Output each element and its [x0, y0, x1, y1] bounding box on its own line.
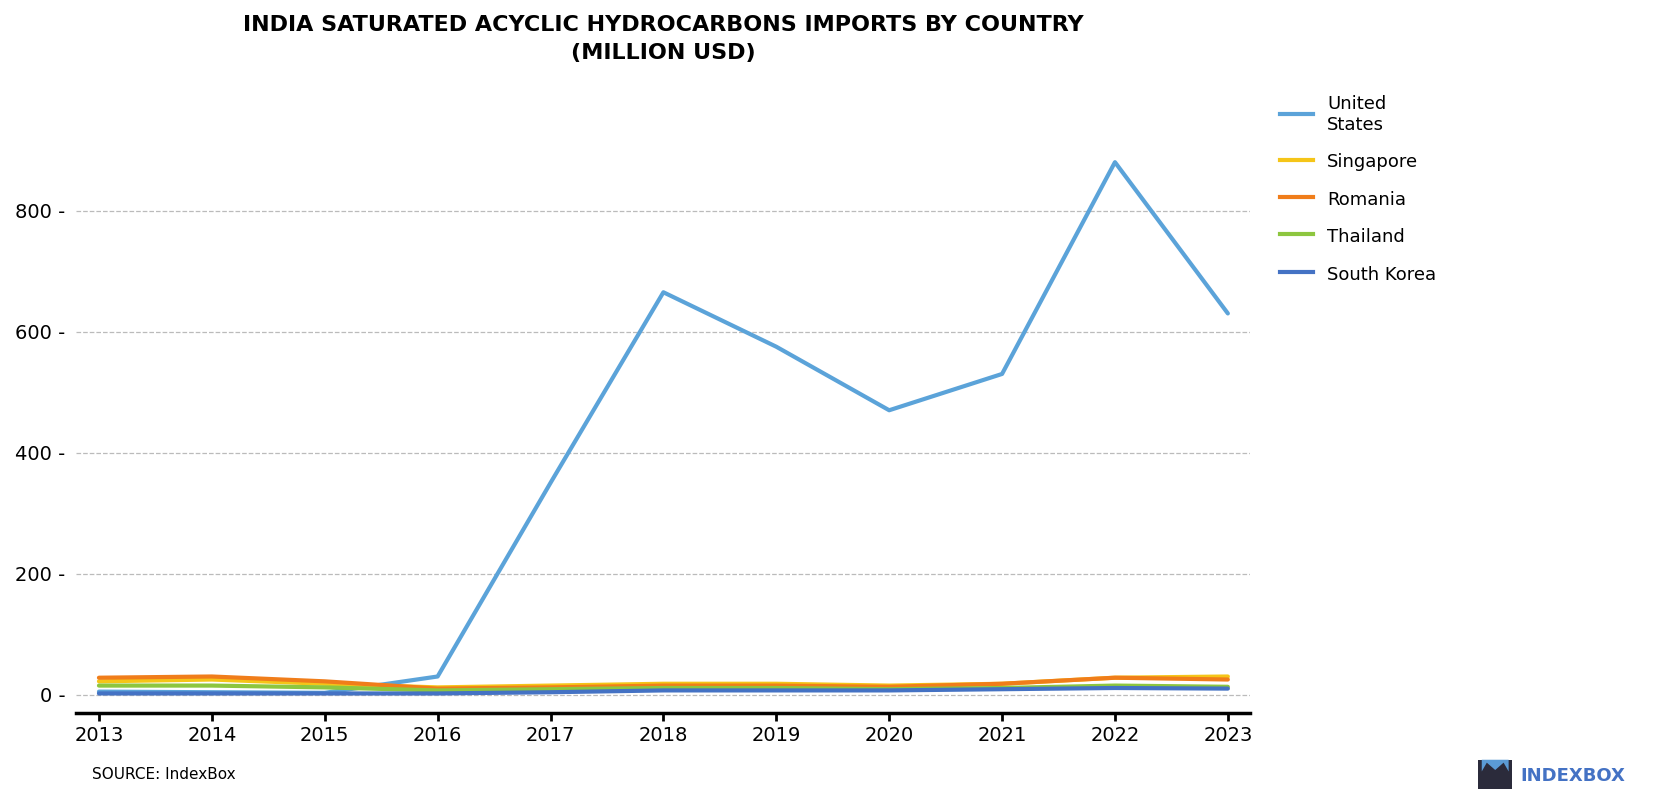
Romania: [766, 681, 786, 690]
Romania: [991, 679, 1011, 689]
Singapore: [314, 679, 334, 689]
Thailand: [541, 685, 561, 694]
Romania: [89, 673, 109, 682]
South Korea: [314, 689, 334, 698]
Singapore: [427, 682, 447, 692]
United States: [879, 406, 899, 415]
Thailand: [766, 683, 786, 693]
Thailand: [654, 683, 674, 693]
Romania: [1218, 674, 1238, 684]
Text: SOURCE: IndexBox: SOURCE: IndexBox: [92, 767, 235, 782]
Thailand: [202, 681, 222, 690]
South Korea: [427, 689, 447, 698]
South Korea: [202, 689, 222, 698]
Singapore: [654, 679, 674, 689]
South Korea: [654, 686, 674, 695]
Line: United States: United States: [99, 162, 1228, 693]
Romania: [654, 681, 674, 690]
Title: INDIA SATURATED ACYCLIC HYDROCARBONS IMPORTS BY COUNTRY
(MILLION USD): INDIA SATURATED ACYCLIC HYDROCARBONS IMP…: [244, 15, 1084, 63]
South Korea: [541, 687, 561, 697]
United States: [654, 287, 674, 297]
Thailand: [879, 685, 899, 694]
South Korea: [879, 686, 899, 695]
South Korea: [991, 685, 1011, 694]
Romania: [1105, 673, 1126, 682]
United States: [427, 672, 447, 682]
United States: [766, 342, 786, 351]
United States: [1105, 158, 1126, 167]
Singapore: [1105, 673, 1126, 682]
Line: Singapore: Singapore: [99, 677, 1228, 687]
Singapore: [766, 679, 786, 689]
Romania: [202, 672, 222, 682]
South Korea: [1105, 683, 1126, 693]
Romania: [427, 684, 447, 694]
Romania: [879, 682, 899, 691]
United States: [991, 369, 1011, 378]
Line: Thailand: Thailand: [99, 686, 1228, 690]
Singapore: [541, 681, 561, 690]
United States: [89, 687, 109, 697]
Thailand: [427, 686, 447, 695]
Thailand: [1218, 682, 1238, 691]
Line: Romania: Romania: [99, 677, 1228, 689]
United States: [202, 687, 222, 697]
United States: [541, 478, 561, 488]
South Korea: [89, 689, 109, 698]
Line: South Korea: South Korea: [99, 688, 1228, 694]
Singapore: [1218, 672, 1238, 682]
Romania: [541, 682, 561, 692]
South Korea: [1218, 684, 1238, 694]
Romania: [314, 677, 334, 686]
Singapore: [89, 677, 109, 686]
Thailand: [991, 683, 1011, 693]
Thailand: [89, 681, 109, 690]
FancyBboxPatch shape: [1478, 760, 1512, 789]
United States: [1218, 309, 1238, 318]
Singapore: [991, 679, 1011, 689]
South Korea: [766, 686, 786, 695]
Singapore: [202, 674, 222, 684]
Thailand: [314, 682, 334, 692]
Text: INDEXBOX: INDEXBOX: [1520, 767, 1625, 785]
Thailand: [1105, 681, 1126, 690]
Singapore: [879, 681, 899, 690]
Legend: United
States, Singapore, Romania, Thailand, South Korea: United States, Singapore, Romania, Thail…: [1272, 86, 1445, 293]
Polygon shape: [1482, 760, 1509, 771]
United States: [314, 688, 334, 698]
